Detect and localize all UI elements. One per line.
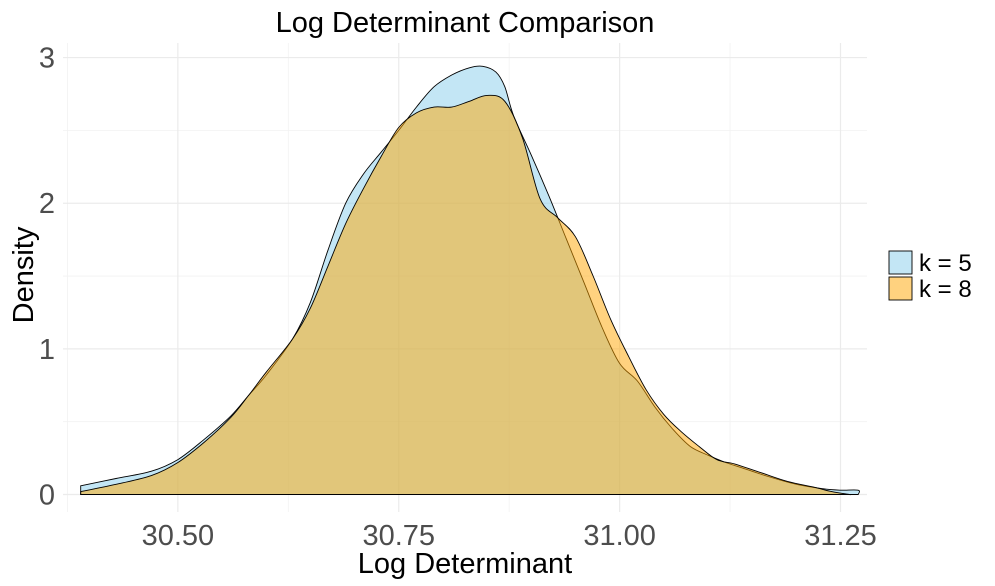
legend: k = 5k = 8: [888, 250, 972, 303]
y-tick-label: 2: [39, 188, 55, 220]
legend-swatch: [888, 250, 913, 275]
chart-title: Log Determinant Comparison: [276, 7, 655, 39]
legend-label: k = 5: [919, 250, 972, 277]
legend-label: k = 8: [919, 276, 972, 303]
y-tick-label: 1: [39, 334, 55, 366]
x-tick-label: 30.75: [362, 520, 435, 552]
density-area-series-2: [80, 94, 852, 496]
x-tick-label: 30.50: [142, 520, 215, 552]
y-tick-label: 0: [39, 480, 55, 512]
y-axis-title: Density: [8, 226, 40, 323]
axis-ticks: 30.50 30.75 31.00 31.25 0 1 2 3: [39, 43, 877, 552]
y-tick-label: 3: [39, 43, 55, 75]
x-tick-label: 31.00: [583, 520, 656, 552]
density-areas: [80, 65, 860, 496]
x-tick-label: 31.25: [804, 520, 877, 552]
x-axis-title: Log Determinant: [358, 548, 572, 580]
legend-swatch: [888, 276, 913, 301]
